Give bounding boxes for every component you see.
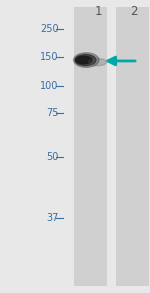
Ellipse shape [76,56,92,64]
Text: 50: 50 [46,152,59,162]
Text: 37: 37 [46,213,59,223]
Ellipse shape [75,54,96,66]
Text: 250: 250 [40,24,59,34]
Bar [74,7,106,286]
Bar [116,7,148,286]
Text: 1: 1 [94,5,102,18]
Text: 100: 100 [40,81,58,91]
Ellipse shape [74,53,99,67]
Text: 150: 150 [40,52,58,62]
Text: 75: 75 [46,108,58,118]
Ellipse shape [88,59,106,66]
Text: 2: 2 [130,5,138,18]
